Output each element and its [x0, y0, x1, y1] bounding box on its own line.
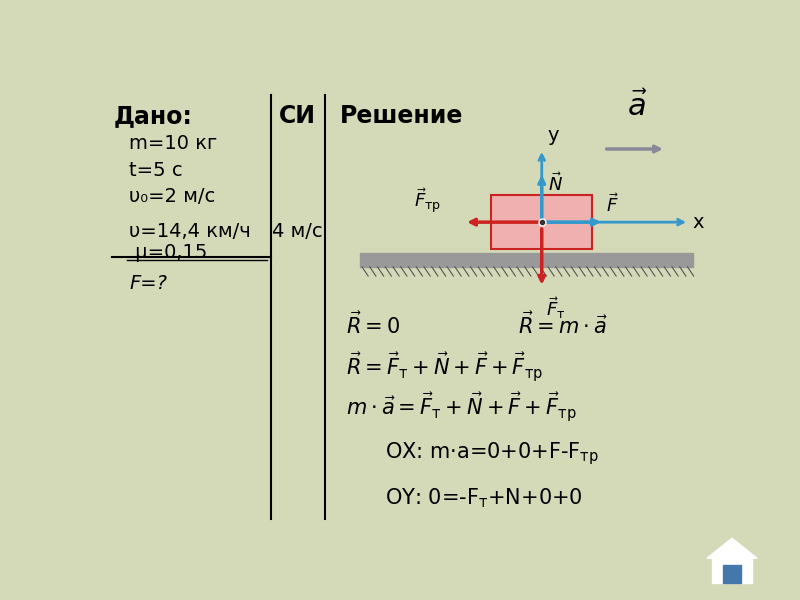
Text: $\vec{a}$: $\vec{a}$: [627, 91, 647, 122]
Text: $\vec{F}_{\mathrm{тр}}$: $\vec{F}_{\mathrm{тр}}$: [414, 187, 441, 216]
Text: y: y: [548, 126, 559, 145]
Text: $\vec{N}$: $\vec{N}$: [548, 172, 563, 195]
Text: СИ: СИ: [279, 104, 316, 128]
Text: $\vec{R} = \vec{F}_{\mathrm{т}} + \vec{N} + \vec{F} + \vec{F}_{\mathrm{тр}}$: $\vec{R} = \vec{F}_{\mathrm{т}} + \vec{N…: [346, 351, 544, 385]
Text: 4 м/с: 4 м/с: [272, 222, 323, 241]
Text: Дано:: Дано:: [114, 104, 193, 128]
Bar: [491, 195, 592, 249]
Text: μ=0,15: μ=0,15: [130, 243, 208, 262]
Text: $\vec{R} = 0$: $\vec{R} = 0$: [346, 311, 401, 338]
Text: $\vec{R} = m \cdot \vec{a}$: $\vec{R} = m \cdot \vec{a}$: [518, 311, 608, 338]
Text: ОY: 0=-F$_{\mathrm{т}}$+N+0+0: ОY: 0=-F$_{\mathrm{т}}$+N+0+0: [386, 486, 583, 510]
Polygon shape: [707, 538, 758, 558]
Text: $\vec{F}_{\mathrm{т}}$: $\vec{F}_{\mathrm{т}}$: [546, 295, 565, 321]
Polygon shape: [712, 557, 752, 583]
Text: F=?: F=?: [130, 274, 167, 293]
Text: x: x: [693, 212, 704, 232]
Text: υ₀=2 м/с: υ₀=2 м/с: [130, 187, 216, 206]
Text: $\vec{F}$: $\vec{F}$: [606, 193, 618, 216]
Text: m=10 кг: m=10 кг: [130, 134, 218, 152]
Text: ОХ: m·a=0+0+F-F$_{\mathrm{тр}}$: ОХ: m·a=0+0+F-F$_{\mathrm{тр}}$: [386, 440, 599, 467]
Text: t=5 с: t=5 с: [130, 161, 183, 179]
Text: υ=14,4 км/ч: υ=14,4 км/ч: [130, 222, 251, 241]
Text: Решение: Решение: [340, 104, 464, 128]
Polygon shape: [723, 565, 741, 583]
Text: $m \cdot \vec{a} = \vec{F}_{\mathrm{т}} + \vec{N} + \vec{F} + \vec{F}_{\mathrm{т: $m \cdot \vec{a} = \vec{F}_{\mathrm{т}} …: [346, 391, 577, 424]
Bar: [360, 253, 693, 267]
